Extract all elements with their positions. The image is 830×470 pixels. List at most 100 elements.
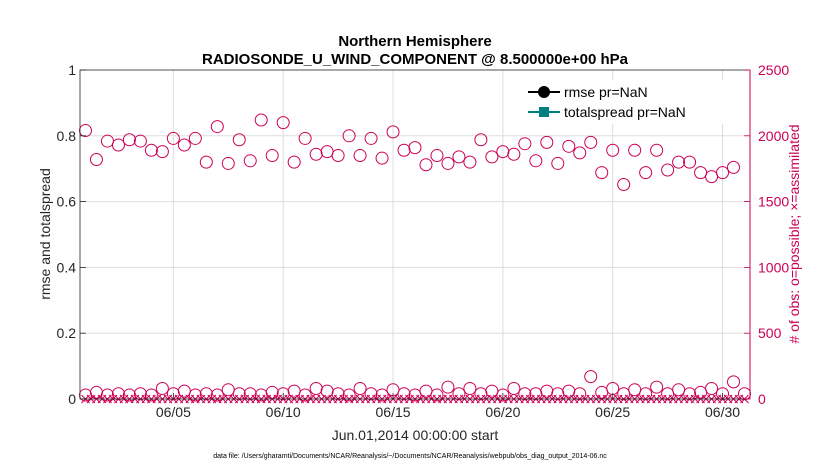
obs-possible-marker <box>672 155 686 169</box>
obs-possible-marker <box>617 177 631 191</box>
y-right-axis-label: # of obs: o=possible; ×=assimilated <box>786 124 802 343</box>
obs-possible-marker <box>463 381 477 395</box>
x-tick-label: 06/25 <box>595 404 630 420</box>
obs-possible-marker <box>364 131 378 145</box>
y-tick-label: 0.4 <box>57 259 77 275</box>
obs-possible-marker <box>562 139 576 153</box>
obs-possible-marker <box>144 388 158 402</box>
obs-possible-marker <box>375 151 389 165</box>
legend: rmse pr=NaN totalspread pr=NaN <box>522 80 740 124</box>
y-tick-label: 0 <box>68 391 76 407</box>
obs-possible-marker <box>639 387 653 401</box>
obs-possible-marker <box>111 387 125 401</box>
obs-possible-marker <box>683 387 697 401</box>
chart-subtitle: RADIOSONDE_U_WIND_COMPONENT @ 8.500000e+… <box>202 51 629 68</box>
obs-possible-marker <box>243 154 257 168</box>
obs-possible-marker <box>177 138 191 152</box>
legend-spread-label: totalspread pr=NaN <box>564 104 686 120</box>
obs-possible-marker <box>518 387 532 401</box>
obs-possible-marker <box>452 387 466 401</box>
obs-possible-marker <box>375 388 389 402</box>
axes: 06/05 06/10 06/15 06/20 06/25 06/30 0 0.2 0.4 0.6… <box>57 62 790 420</box>
obs-possible-marker <box>441 380 455 394</box>
obs-possible-marker <box>166 131 180 145</box>
obs-possible-marker <box>254 113 268 127</box>
obs-possible-marker <box>716 166 730 180</box>
y-right-tick-label: 1000 <box>758 259 789 275</box>
obs-possible-marker <box>342 129 356 143</box>
obs-possible-marker <box>199 155 213 169</box>
obs-possible-marker <box>584 370 598 384</box>
obs-possible-marker <box>496 388 510 402</box>
y-right-tick-label: 2500 <box>758 62 789 78</box>
obs-possible-marker <box>265 149 279 163</box>
obs-possible-marker <box>221 156 235 170</box>
obs-possible-marker <box>111 138 125 152</box>
obs-possible-marker <box>650 143 664 157</box>
obs-possible-marker <box>364 387 378 401</box>
obs-possible-marker <box>298 388 312 402</box>
obs-possible-marker <box>628 143 642 157</box>
legend-box <box>522 80 740 124</box>
obs-possible-marker <box>474 133 488 147</box>
obs-possible-marker <box>122 133 136 147</box>
obs-possible-marker <box>650 380 664 394</box>
y-right-tick-label: 2000 <box>758 128 789 144</box>
obs-possible-marker <box>188 388 202 402</box>
x-tick-label: 06/30 <box>705 404 740 420</box>
x-axis-label: Jun.01,2014 00:00:00 start <box>332 427 499 443</box>
obs-possible-marker <box>485 150 499 164</box>
obs-possible-marker <box>573 387 587 401</box>
obs-possible-marker <box>716 387 730 401</box>
x-tick-label: 06/10 <box>266 404 301 420</box>
obs-possible-marker <box>232 133 246 147</box>
obs-possible-marker <box>100 388 114 402</box>
obs-possible-marker <box>705 381 719 395</box>
obs-possible-marker <box>353 149 367 163</box>
obs-possible-marker <box>353 381 367 395</box>
y-right-tick-label: 500 <box>758 325 782 341</box>
y-tick-label: 0.6 <box>57 194 77 210</box>
obs-possible-marker <box>232 387 246 401</box>
obs-possible-marker <box>188 131 202 145</box>
obs-possible-marker <box>386 125 400 139</box>
grid <box>80 70 750 399</box>
obs-possible-marker <box>210 388 224 402</box>
chart-title: Northern Hemisphere <box>338 33 491 50</box>
obs-possible-marker <box>408 141 422 155</box>
obs-possible-marker <box>243 387 257 401</box>
obs-possible-marker <box>507 147 521 161</box>
obs-possible-marker <box>661 163 675 177</box>
obs-possible-marker <box>727 375 741 389</box>
obs-possible-marker <box>639 166 653 180</box>
obs-possible-marker <box>540 135 554 149</box>
obs-possible-marker <box>430 388 444 402</box>
obs-possible-marker <box>529 154 543 168</box>
obs-possible-marker <box>144 143 158 157</box>
obs-possible-marker <box>133 134 147 148</box>
obs-possible-marker <box>452 150 466 164</box>
obs-possible-marker <box>122 388 136 402</box>
legend-rmse-label: rmse pr=NaN <box>564 84 648 100</box>
obs-possible-marker <box>155 381 169 395</box>
obs-possible-marker <box>727 160 741 174</box>
y-tick-label: 1 <box>68 62 76 78</box>
obs-possible-marker <box>419 158 433 172</box>
obs-possible-marker <box>331 387 345 401</box>
y-right-tick-label: 0 <box>758 391 766 407</box>
obs-possible-marker <box>595 166 609 180</box>
legend-rmse-marker <box>538 86 550 98</box>
obs-possible-marker <box>276 116 290 130</box>
obs-possible-marker <box>298 131 312 145</box>
obs-possible-marker <box>606 143 620 157</box>
obs-possible-marker <box>89 152 103 166</box>
y-tick-label: 0.8 <box>57 128 77 144</box>
obs-possible-marker <box>551 156 565 170</box>
data-file-footnote: data file: /Users/gharamti/Documents/NCA… <box>213 453 607 460</box>
x-tick-label: 06/20 <box>485 404 520 420</box>
y-right-tick-label: 1500 <box>758 194 789 210</box>
obs-possible-marker <box>155 145 169 159</box>
obs-possible-marker <box>584 135 598 149</box>
obs-possible-marker <box>518 137 532 151</box>
